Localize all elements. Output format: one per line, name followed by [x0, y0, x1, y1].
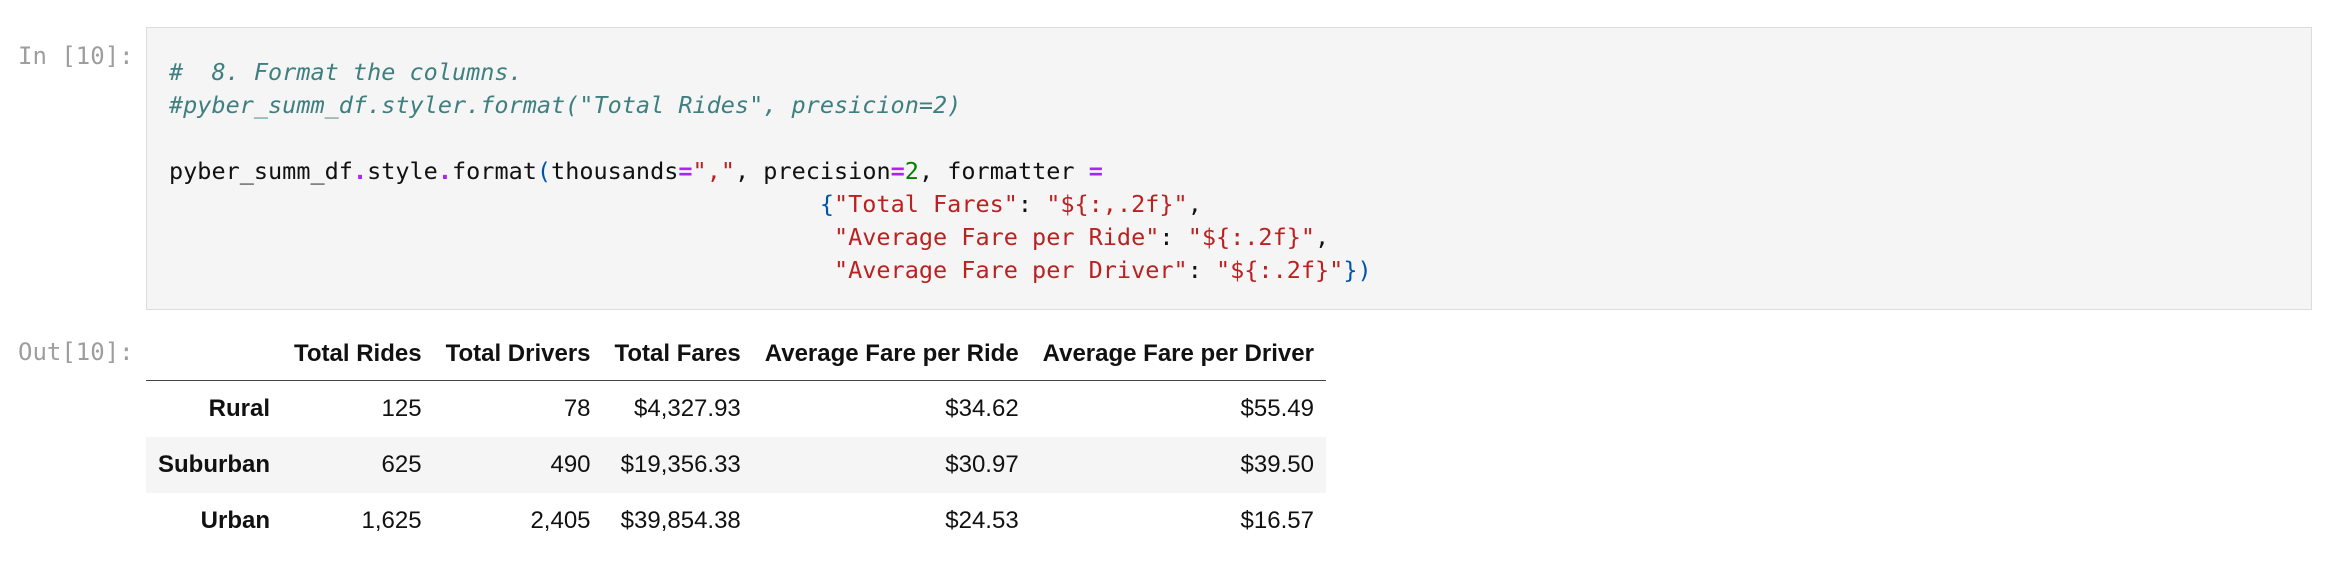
code-token-operator: =	[1088, 157, 1103, 185]
code-token-string: ","	[692, 157, 735, 185]
code-token-paren: (	[536, 157, 552, 185]
table-cell: $30.97	[945, 451, 1019, 478]
input-prompt: In [10]:	[18, 42, 134, 70]
table-cell: 125	[381, 395, 422, 422]
column-header-total-drivers: Total Drivers	[433, 328, 603, 381]
row-index-label: Urban	[200, 507, 270, 534]
table-cell: $4,327.93	[634, 395, 741, 422]
code-line-5: {"Total Fares": "${:,.2f}",	[169, 188, 2311, 221]
code-token-comma: ,	[1187, 190, 1202, 218]
table-cell: $19,356.33	[620, 451, 741, 478]
column-header-total-rides: Total Rides	[282, 328, 434, 381]
code-line-1: # 8. Format the columns.	[169, 56, 2311, 89]
column-header-total-fares: Total Fares	[602, 328, 753, 381]
table-index-header	[146, 328, 282, 381]
table-cell: $34.62	[945, 395, 1019, 422]
code-token-close-paren: })	[1343, 256, 1372, 284]
table-cell: 1,625	[361, 507, 422, 534]
code-cell-input[interactable]: # 8. Format the columns. #pyber_summ_df.…	[146, 27, 2312, 310]
table-header-row: Total Rides Total Drivers Total Fares Av…	[146, 328, 1326, 381]
table-row: Rural 125 78 $4,327.93 $34.62 $55.49	[146, 381, 1326, 438]
table-cell: 78	[563, 395, 591, 422]
code-indent	[169, 256, 834, 284]
table-cell: $16.57	[1240, 507, 1314, 534]
table-cell: 490	[550, 451, 591, 478]
code-comment: #pyber_summ_df.styler.format("Total Ride…	[169, 91, 962, 119]
code-token-colon: :	[1187, 256, 1216, 284]
code-token-keyword-arg: formatter	[947, 157, 1089, 185]
dataframe-table: Total Rides Total Drivers Total Fares Av…	[146, 328, 1326, 549]
code-token-brace: {	[819, 190, 834, 218]
code-token-string: "Average Fare per Driver"	[833, 256, 1188, 284]
code-token-string: "${:.2f}"	[1215, 256, 1344, 284]
code-token-operator: .	[437, 157, 452, 185]
table-row: Suburban 625 490 $19,356.33 $30.97 $39.5…	[146, 437, 1326, 493]
code-token-object: pyber_summ_df	[169, 157, 353, 185]
table-cell: 2,405	[530, 507, 591, 534]
code-token-method: format	[452, 157, 537, 185]
code-line-7: "Average Fare per Driver": "${:.2f}"})	[169, 254, 2311, 287]
code-line-4: pyber_summ_df.style.format(thousands=","…	[169, 155, 2311, 188]
code-token-separator: ,	[735, 157, 764, 185]
code-token-attribute: style	[367, 157, 438, 185]
code-token-number: 2	[904, 157, 919, 185]
output-prompt: Out[10]:	[18, 338, 134, 366]
code-token-operator: =	[890, 157, 905, 185]
table-cell: $24.53	[945, 507, 1019, 534]
code-token-operator: =	[678, 157, 693, 185]
code-line-3-blank	[169, 122, 2311, 155]
code-token-operator: .	[352, 157, 368, 185]
code-indent	[169, 190, 820, 218]
row-index-label: Rural	[208, 395, 270, 422]
column-header-average-fare-per-ride: Average Fare per Ride	[752, 328, 1031, 381]
table-row: Urban 1,625 2,405 $39,854.38 $24.53 $16.…	[146, 493, 1326, 549]
row-index-label: Suburban	[158, 451, 270, 478]
code-cell-output: Total Rides Total Drivers Total Fares Av…	[146, 328, 1326, 549]
code-token-string: "Total Fares"	[833, 190, 1018, 218]
code-token-string: "${:.2f}"	[1187, 223, 1316, 251]
column-header-average-fare-per-driver: Average Fare per Driver	[1030, 328, 1326, 381]
code-token-keyword-arg: thousands	[551, 157, 679, 185]
code-token-comma: ,	[1315, 223, 1330, 251]
table-cell: 625	[381, 451, 422, 478]
code-token-colon: :	[1017, 190, 1047, 218]
code-indent	[169, 223, 834, 251]
code-comment: # 8. Format the columns.	[169, 58, 523, 86]
code-line-6: "Average Fare per Ride": "${:.2f}",	[169, 221, 2311, 254]
code-token-string: "${:,.2f}"	[1046, 190, 1188, 218]
table-cell: $55.49	[1240, 395, 1314, 422]
code-token-separator: ,	[918, 157, 948, 185]
code-token-string: "Average Fare per Ride"	[833, 223, 1160, 251]
table-cell: $39.50	[1240, 451, 1314, 478]
code-token-colon: :	[1159, 223, 1188, 251]
code-line-2: #pyber_summ_df.styler.format("Total Ride…	[169, 89, 2311, 122]
code-token-keyword-arg: precision	[763, 157, 891, 185]
table-cell: $39,854.38	[620, 507, 741, 534]
